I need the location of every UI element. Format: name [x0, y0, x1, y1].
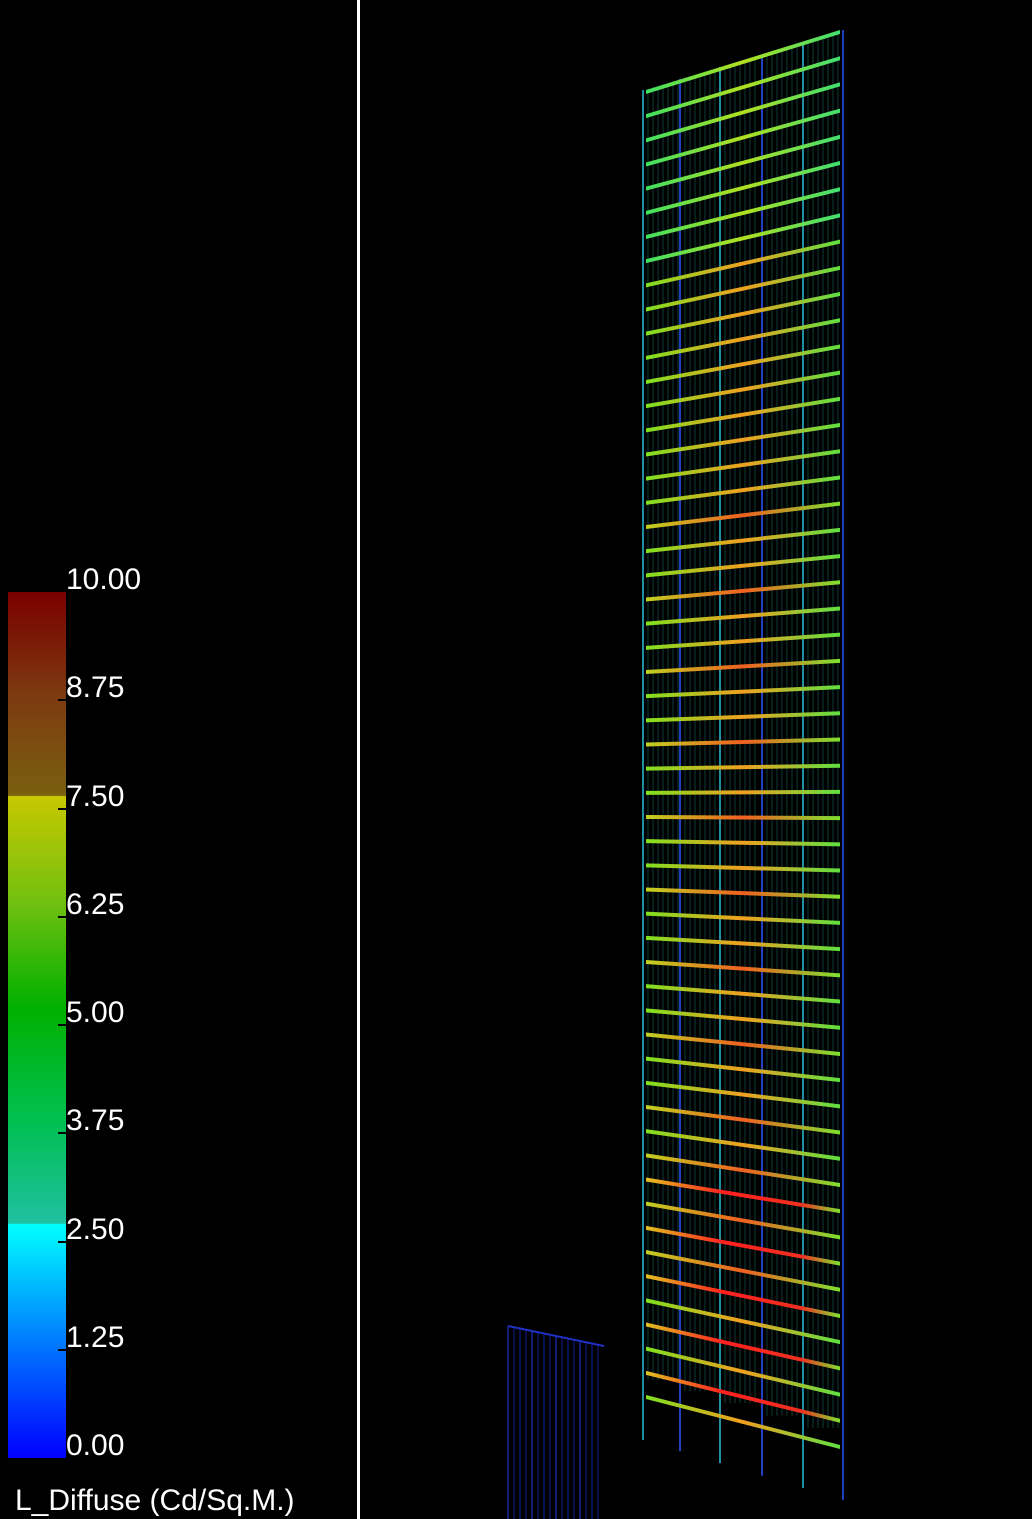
legend-panel: L_Diffuse (Cd/Sq.M.) 10.00 8.75 7.50 6.25 5.…	[0, 0, 357, 1519]
light-strip	[646, 685, 840, 698]
light-strip	[646, 936, 840, 951]
light-strip	[646, 1129, 840, 1161]
light-strip	[646, 839, 840, 846]
light-strip	[646, 1008, 840, 1029]
legend-tick-label: 3.75	[66, 1106, 124, 1136]
light-strip	[646, 1323, 840, 1371]
small-structure	[508, 1326, 604, 1519]
legend-tick-label: 10.00	[66, 565, 141, 595]
light-strip	[646, 1081, 840, 1109]
legend-tick-mark	[58, 1024, 66, 1026]
light-strip	[646, 863, 840, 872]
light-strip	[646, 790, 840, 795]
building-facade	[643, 30, 843, 1500]
legend-tick-label: 5.00	[66, 998, 124, 1028]
legend-title: L_Diffuse (Cd/Sq.M.)	[15, 1486, 295, 1516]
light-strip	[646, 449, 840, 480]
legend-tick-mark	[58, 699, 66, 701]
legend-tick-label: 8.75	[66, 673, 124, 703]
light-strip	[646, 502, 840, 529]
light-strip	[646, 1371, 840, 1423]
light-strip	[646, 1347, 840, 1397]
legend-tick-mark	[58, 808, 66, 810]
light-strip	[646, 161, 840, 215]
light-strip	[646, 213, 840, 263]
light-strip	[646, 912, 840, 925]
light-strip	[646, 1057, 840, 1082]
legend-tick-mark	[58, 1241, 66, 1243]
legend-tick-label: 1.25	[66, 1323, 124, 1353]
light-strip	[646, 1033, 840, 1056]
light-strip	[646, 528, 840, 553]
light-strip	[646, 554, 840, 577]
legend-tick-label: 0.00	[66, 1431, 124, 1461]
light-strip	[646, 82, 840, 142]
light-strip	[646, 1153, 840, 1187]
light-strip	[646, 738, 840, 747]
light-strip	[646, 1105, 840, 1135]
legend-tick-mark	[58, 916, 66, 918]
legend-tick-mark	[58, 1132, 66, 1134]
light-strip	[646, 266, 840, 312]
light-strip	[646, 1274, 840, 1318]
light-strip	[646, 1395, 840, 1449]
light-strip	[646, 475, 840, 504]
render-view	[360, 0, 1032, 1519]
light-strip	[646, 187, 840, 239]
legend-tick-label: 2.50	[66, 1215, 124, 1245]
light-strip	[646, 888, 840, 899]
light-strip	[646, 633, 840, 650]
legend-tick-label: 6.25	[66, 890, 124, 920]
light-strip	[646, 423, 840, 456]
light-strip	[646, 30, 840, 94]
legend-tick-label: 7.50	[66, 782, 124, 812]
light-strip	[646, 1298, 840, 1344]
light-strip	[646, 292, 840, 336]
legend-tick-mark	[58, 1349, 66, 1351]
light-strip	[646, 960, 840, 977]
light-strip	[646, 711, 840, 722]
light-strip	[646, 815, 840, 820]
light-strip	[646, 109, 840, 167]
light-strip	[646, 606, 840, 625]
light-strip	[646, 659, 840, 674]
light-strip	[646, 135, 840, 191]
app: L_Diffuse (Cd/Sq.M.) 10.00 8.75 7.50 6.25 5.…	[0, 0, 1032, 1519]
light-strip	[646, 984, 840, 1003]
light-strip	[646, 580, 840, 601]
light-strip	[646, 56, 840, 118]
light-strip	[646, 764, 840, 771]
light-strip	[646, 240, 840, 288]
